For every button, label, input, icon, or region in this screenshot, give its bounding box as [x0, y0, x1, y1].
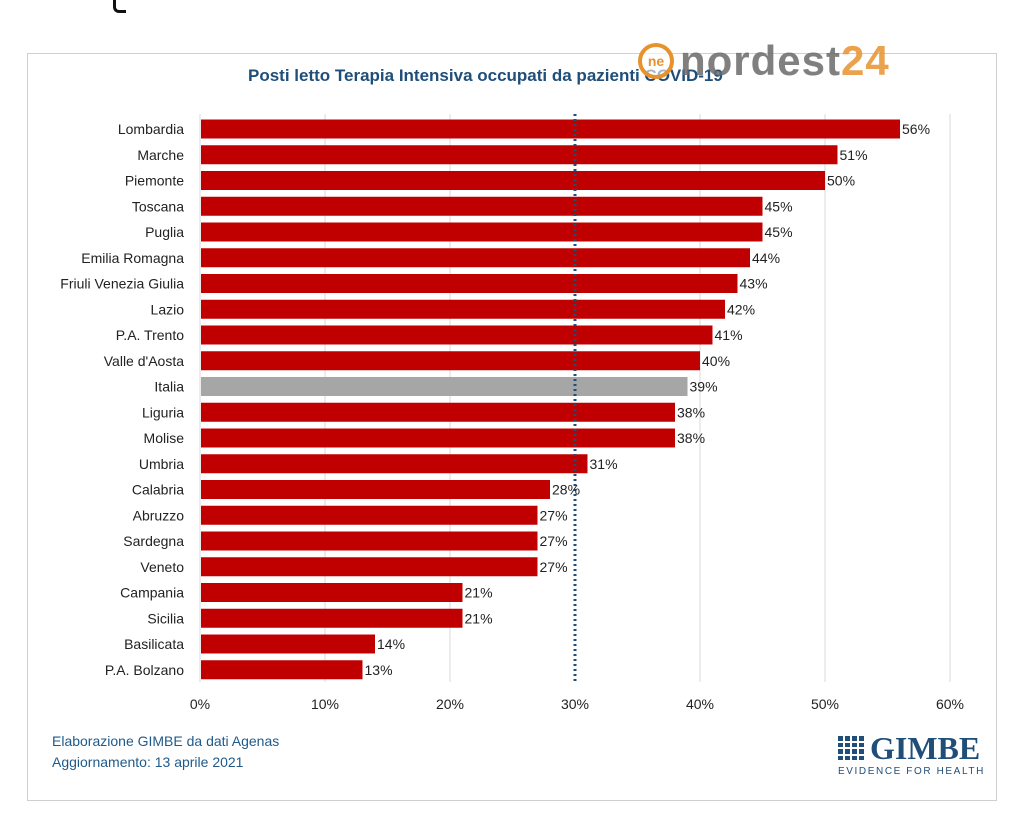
gimbe-logo: GIMBE [838, 732, 980, 764]
bar [201, 274, 738, 293]
gimbe-grid-icon [838, 736, 864, 760]
category-label: Abruzzo [133, 507, 185, 523]
bar [201, 145, 838, 165]
bar [201, 171, 825, 190]
x-tick-label: 10% [311, 696, 339, 712]
bar [201, 583, 463, 602]
x-tick-label: 40% [686, 696, 714, 712]
value-label: 39% [690, 379, 718, 395]
category-label: Umbria [139, 456, 184, 472]
bar [201, 531, 538, 551]
brand-text: nordest [680, 37, 842, 84]
category-label: Liguria [142, 404, 184, 420]
category-label: Marche [137, 147, 184, 163]
category-label: Valle d'Aosta [104, 353, 184, 369]
bar [201, 351, 700, 371]
bar [201, 480, 550, 499]
x-tick-label: 0% [190, 696, 210, 712]
value-label: 21% [465, 585, 493, 601]
chart-title: Posti letto Terapia Intensiva occupati d… [248, 66, 723, 85]
value-label: 44% [752, 250, 780, 266]
bar [201, 248, 750, 268]
bar [201, 325, 713, 345]
value-label: 45% [765, 198, 793, 214]
value-label: 56% [902, 121, 930, 137]
category-label: Campania [120, 585, 184, 601]
value-label: 31% [590, 456, 618, 472]
category-label: Lombardia [118, 121, 184, 137]
bar [201, 634, 375, 654]
category-label: Toscana [132, 198, 184, 214]
bar [201, 402, 675, 422]
bar [201, 299, 725, 319]
bars [201, 119, 900, 680]
category-label: Italia [154, 379, 184, 395]
bar [201, 196, 763, 216]
category-label: Basilicata [124, 636, 184, 652]
value-label: 42% [727, 301, 755, 317]
brand-accent-text: 24 [841, 37, 890, 84]
value-labels: 56% 51% 50% 45% 45% 44% 43% 42% 41% 40% 39% 38% 38% 3… [365, 121, 931, 678]
bar [201, 222, 763, 242]
bar [201, 454, 588, 474]
value-label: 43% [740, 276, 768, 292]
value-label: 38% [677, 430, 705, 446]
bar [201, 119, 900, 139]
category-label: Puglia [145, 224, 184, 240]
category-label: Sicilia [147, 610, 184, 626]
bar [201, 660, 363, 680]
category-label: Friuli Venezia Giulia [60, 276, 184, 292]
value-label: 14% [377, 636, 405, 652]
x-tick-label: 20% [436, 696, 464, 712]
bar [201, 377, 688, 396]
value-label: 51% [840, 147, 868, 163]
value-label: 45% [765, 224, 793, 240]
value-label: 27% [540, 533, 568, 549]
value-label: 50% [827, 173, 855, 189]
gimbe-tagline: EVIDENCE FOR HEALTH [838, 766, 985, 777]
category-label: Sardegna [123, 533, 184, 549]
category-label: Piemonte [125, 173, 184, 189]
bar [201, 505, 538, 525]
x-tick-label: 30% [561, 696, 589, 712]
nordest24-wordmark: nordest24 [680, 40, 890, 82]
category-label: Veneto [140, 559, 184, 575]
value-label: 27% [540, 559, 568, 575]
bar [201, 557, 538, 577]
bar [201, 608, 463, 628]
x-tick-label: 50% [811, 696, 839, 712]
nordest24-watermark: ne nordest24 [638, 40, 890, 82]
value-label: 40% [702, 353, 730, 369]
category-label: Emilia Romagna [81, 250, 184, 266]
category-label: Molise [144, 430, 185, 446]
category-labels: Lombardia Marche Piemonte Toscana Puglia Emil… [60, 121, 184, 678]
x-axis-tick-labels: 0% 10% 20% 30% 40% 50% 60% [190, 696, 964, 712]
value-label: 21% [465, 610, 493, 626]
category-label: P.A. Trento [116, 327, 184, 343]
category-label: Lazio [151, 301, 185, 317]
gimbe-wordmark: GIMBE [870, 730, 981, 766]
cropped-text-fragment [113, 0, 126, 13]
value-label: 13% [365, 662, 393, 678]
source-note: Elaborazione GIMBE da dati Agenas [52, 733, 280, 749]
value-label: 28% [552, 482, 580, 498]
nordest24-logo-icon: ne [638, 43, 674, 79]
update-date-note: Aggiornamento: 13 aprile 2021 [52, 754, 244, 770]
category-label: P.A. Bolzano [105, 662, 184, 678]
category-label: Calabria [132, 482, 184, 498]
value-label: 41% [715, 327, 743, 343]
bar [201, 428, 675, 448]
value-label: 27% [540, 507, 568, 523]
x-tick-label: 60% [936, 696, 964, 712]
value-label: 38% [677, 404, 705, 420]
